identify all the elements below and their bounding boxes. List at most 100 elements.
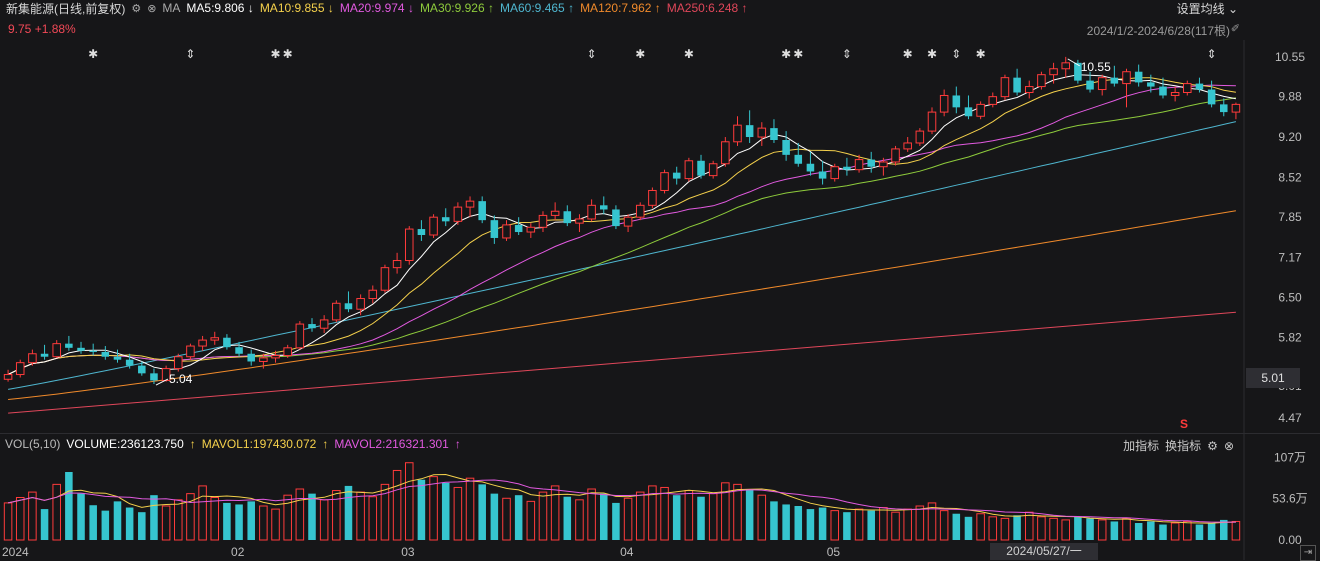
y-tick-label: 5.82 bbox=[1278, 331, 1302, 345]
y-tick-label: 7.17 bbox=[1278, 251, 1302, 265]
candle-body bbox=[3, 374, 13, 380]
candle-body bbox=[113, 356, 122, 360]
volume-bar bbox=[1013, 515, 1021, 540]
y-tick-label: 10.55 bbox=[1275, 50, 1305, 64]
volume-bar bbox=[1097, 519, 1107, 541]
volume-bar bbox=[478, 484, 486, 540]
stock-name[interactable]: 新集能源(日线,前复权) bbox=[6, 1, 126, 16]
candle-body bbox=[563, 211, 572, 224]
volume-bar bbox=[1231, 520, 1241, 541]
ma250-value: MA250:6.248 ↑ bbox=[666, 1, 748, 15]
candle-body bbox=[927, 111, 937, 132]
ma-settings-button[interactable]: 设置均线 ⌄ bbox=[1176, 2, 1238, 16]
volume-bar bbox=[1074, 516, 1082, 540]
x-tick-label: 03 bbox=[401, 545, 415, 559]
add-indicator-button[interactable]: 加指标 bbox=[1123, 439, 1160, 453]
candle-body bbox=[721, 141, 730, 165]
volume-bar bbox=[721, 482, 730, 541]
volume-bar bbox=[186, 493, 195, 541]
volume-bar bbox=[295, 488, 305, 541]
candle-body bbox=[745, 125, 754, 138]
candle-body bbox=[879, 161, 888, 168]
event-marker: ✱ bbox=[270, 47, 280, 61]
candle-body bbox=[77, 347, 85, 351]
candle-body bbox=[1207, 89, 1216, 105]
candle-body bbox=[952, 95, 961, 108]
candle-body bbox=[52, 343, 61, 358]
candle-body bbox=[65, 343, 73, 348]
volume-bar bbox=[404, 462, 414, 541]
candle-body bbox=[867, 159, 875, 167]
event-marker: ✱ bbox=[88, 47, 98, 61]
candle-body bbox=[550, 210, 560, 216]
candle-body bbox=[599, 205, 608, 210]
close-icon[interactable]: ⊗ bbox=[147, 2, 157, 15]
event-marker: ⇕ bbox=[951, 47, 961, 61]
volume-bar bbox=[915, 505, 925, 541]
ma10-value: MA10:9.855 ↓ bbox=[259, 1, 334, 15]
pin-icon[interactable]: ✐ bbox=[1230, 23, 1240, 35]
volume-bar bbox=[15, 497, 25, 541]
volume-bar bbox=[77, 493, 85, 540]
volume-bar bbox=[818, 507, 827, 540]
volume-bar bbox=[332, 490, 341, 541]
volume-bar bbox=[660, 486, 669, 541]
gear-icon[interactable]: ⚙ bbox=[1207, 438, 1218, 453]
candle-body bbox=[915, 130, 925, 144]
mavol2-arrow: ↑ bbox=[454, 437, 461, 451]
candle-body bbox=[1061, 62, 1070, 70]
gear-icon[interactable]: ⚙ bbox=[131, 2, 142, 15]
volume-bar bbox=[1086, 518, 1094, 540]
y-tick-label: 7.85 bbox=[1278, 210, 1302, 224]
volume-bar bbox=[138, 512, 146, 540]
volume-bar bbox=[344, 485, 353, 540]
volume-bar bbox=[1024, 511, 1034, 541]
candle-body bbox=[271, 355, 280, 359]
candle-body bbox=[612, 209, 620, 227]
candle-body bbox=[308, 324, 316, 329]
mavol1-value: MAVOL1:197430.072 bbox=[201, 437, 317, 451]
candle-body bbox=[1231, 103, 1241, 113]
volume-bar bbox=[223, 502, 231, 540]
candle-body bbox=[319, 319, 329, 329]
volume-bar bbox=[417, 479, 426, 540]
volume-bar bbox=[770, 501, 778, 540]
ma120-value: MA120:7.962 ↑ bbox=[580, 1, 661, 15]
mavol1-line bbox=[7, 473, 1236, 524]
candle-body bbox=[15, 362, 25, 376]
volume-bar bbox=[1207, 523, 1216, 540]
candle-body bbox=[283, 347, 292, 357]
volume-bar bbox=[623, 497, 633, 541]
candle-body bbox=[150, 373, 158, 381]
volume-bar bbox=[1170, 522, 1180, 541]
candle-body bbox=[891, 148, 900, 163]
candle-body bbox=[1024, 86, 1034, 93]
volume-bar bbox=[830, 510, 840, 541]
x-tick-label: 04 bbox=[620, 545, 634, 559]
ma120-line bbox=[8, 210, 1236, 400]
candle-body bbox=[939, 94, 949, 113]
switch-indicator-button[interactable]: 换指标 bbox=[1165, 439, 1202, 453]
candle-body bbox=[903, 142, 912, 150]
volume-bar bbox=[612, 502, 620, 540]
candle-body bbox=[1049, 68, 1058, 76]
volume-bar bbox=[879, 507, 888, 541]
volume-bar bbox=[283, 494, 292, 541]
scroll-right-button[interactable]: ⇥ bbox=[1300, 545, 1316, 561]
ma250-line bbox=[8, 311, 1236, 414]
volume-bar bbox=[28, 491, 37, 541]
pane-divider[interactable] bbox=[0, 433, 1320, 434]
close-icon[interactable]: ⊗ bbox=[1223, 438, 1234, 453]
volume-bar bbox=[465, 477, 475, 541]
volume-bar bbox=[392, 469, 402, 541]
signal-marker: S bbox=[1180, 417, 1188, 431]
event-marker: ✱ bbox=[781, 47, 791, 61]
volume-bar bbox=[843, 512, 851, 540]
volume-bar bbox=[867, 510, 875, 540]
candle-body bbox=[623, 216, 633, 227]
ma10-line bbox=[7, 77, 1236, 375]
vol-label[interactable]: VOL(5,10) bbox=[5, 437, 61, 451]
volume-bar bbox=[1049, 517, 1058, 541]
candle-body bbox=[344, 303, 353, 310]
